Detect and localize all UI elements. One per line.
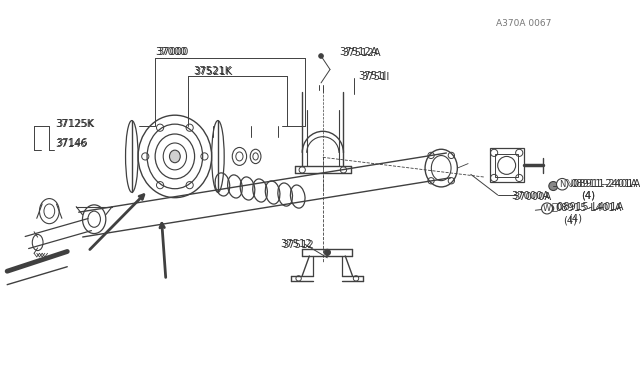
- Text: 37512: 37512: [282, 240, 314, 250]
- Text: 37000: 37000: [155, 47, 186, 57]
- Text: 37512A: 37512A: [339, 47, 378, 57]
- Text: (4): (4): [568, 213, 582, 223]
- Text: Ⓦ08915-L401A: Ⓦ08915-L401A: [552, 202, 624, 212]
- Text: 37125K: 37125K: [56, 119, 95, 129]
- Bar: [490, 148, 524, 182]
- Text: ℕ08911-2401A: ℕ08911-2401A: [565, 179, 640, 189]
- Text: 3751I: 3751I: [358, 71, 387, 81]
- Text: W: W: [543, 204, 551, 213]
- Text: (4): (4): [563, 215, 577, 225]
- Text: 37521K: 37521K: [193, 66, 231, 76]
- Text: 37146: 37146: [56, 139, 87, 149]
- Ellipse shape: [170, 150, 180, 163]
- Text: 08915-L401A: 08915-L401A: [555, 203, 621, 214]
- Text: 08911-2401A: 08911-2401A: [570, 179, 637, 189]
- Circle shape: [319, 54, 323, 58]
- Text: 37521K: 37521K: [195, 67, 233, 77]
- Text: (4): (4): [581, 191, 595, 201]
- Text: 37512A: 37512A: [342, 48, 381, 58]
- Bar: [495, 154, 518, 177]
- Text: 3751I: 3751I: [362, 72, 390, 81]
- Text: 37146: 37146: [56, 138, 88, 148]
- Text: 37000A: 37000A: [511, 191, 549, 201]
- Text: N: N: [559, 180, 566, 189]
- Circle shape: [324, 249, 330, 256]
- Text: 37125K: 37125K: [56, 119, 94, 129]
- Text: (4): (4): [581, 191, 595, 201]
- Text: 37000A: 37000A: [513, 192, 551, 202]
- Text: 37000: 37000: [157, 47, 188, 57]
- Circle shape: [549, 182, 558, 190]
- Circle shape: [547, 205, 554, 212]
- Text: 37512: 37512: [280, 239, 312, 249]
- Text: A370A 0067: A370A 0067: [495, 19, 551, 29]
